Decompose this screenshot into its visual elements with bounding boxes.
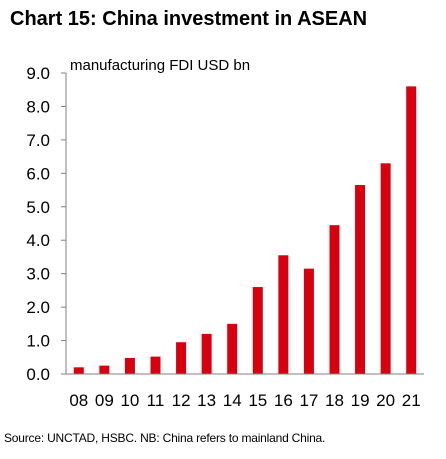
x-tick-label: 19 xyxy=(351,391,370,410)
x-tick-label: 21 xyxy=(402,391,421,410)
x-tick-label: 08 xyxy=(69,391,88,410)
x-tick-label: 17 xyxy=(299,391,318,410)
x-tick-label: 14 xyxy=(223,391,242,410)
y-tick-label: 0.0 xyxy=(26,365,50,384)
bar-16 xyxy=(278,255,289,374)
bar-11 xyxy=(150,356,161,374)
y-tick-label: 3.0 xyxy=(26,265,50,284)
y-tick-label: 1.0 xyxy=(26,332,50,351)
x-tick-label: 18 xyxy=(325,391,344,410)
x-tick-label: 12 xyxy=(172,391,191,410)
bar-13 xyxy=(201,333,212,374)
source-note: Source: UNCTAD, HSBC. NB: China refers t… xyxy=(4,431,326,445)
bar-10 xyxy=(124,357,135,374)
chart-title: Chart 15: China investment in ASEAN xyxy=(10,8,368,30)
y-tick-label: 9.0 xyxy=(26,64,50,83)
bar-21 xyxy=(406,86,417,374)
y-tick-label: 5.0 xyxy=(26,198,50,217)
unit-label: manufacturing FDI USD bn xyxy=(70,57,251,74)
bar-18 xyxy=(329,225,340,374)
bar-09 xyxy=(99,365,110,374)
bar-12 xyxy=(176,342,187,374)
x-tick-label: 20 xyxy=(376,391,395,410)
y-tick-label: 6.0 xyxy=(26,164,50,183)
x-tick-label: 10 xyxy=(120,391,139,410)
bar-15 xyxy=(252,287,263,374)
bar-14 xyxy=(227,323,238,374)
y-tick-label: 7.0 xyxy=(26,131,50,150)
x-tick-label: 09 xyxy=(95,391,114,410)
x-tick-label: 16 xyxy=(274,391,293,410)
x-tick-label: 15 xyxy=(248,391,267,410)
x-tick-label: 11 xyxy=(147,391,165,410)
bar-08 xyxy=(73,367,84,374)
y-tick-label: 8.0 xyxy=(26,97,50,116)
x-tick-label: 13 xyxy=(197,391,216,410)
bar-20 xyxy=(380,163,391,374)
y-tick-label: 4.0 xyxy=(26,231,50,250)
bar-19 xyxy=(355,185,366,374)
bar-chart: 0.0 1.0 2.0 3.0 4.0 5.0 6.0 7.0 8.0 9.0 08 09 10 11 1… xyxy=(26,64,424,410)
y-tick-label: 2.0 xyxy=(26,298,50,317)
bar-17 xyxy=(303,268,314,374)
